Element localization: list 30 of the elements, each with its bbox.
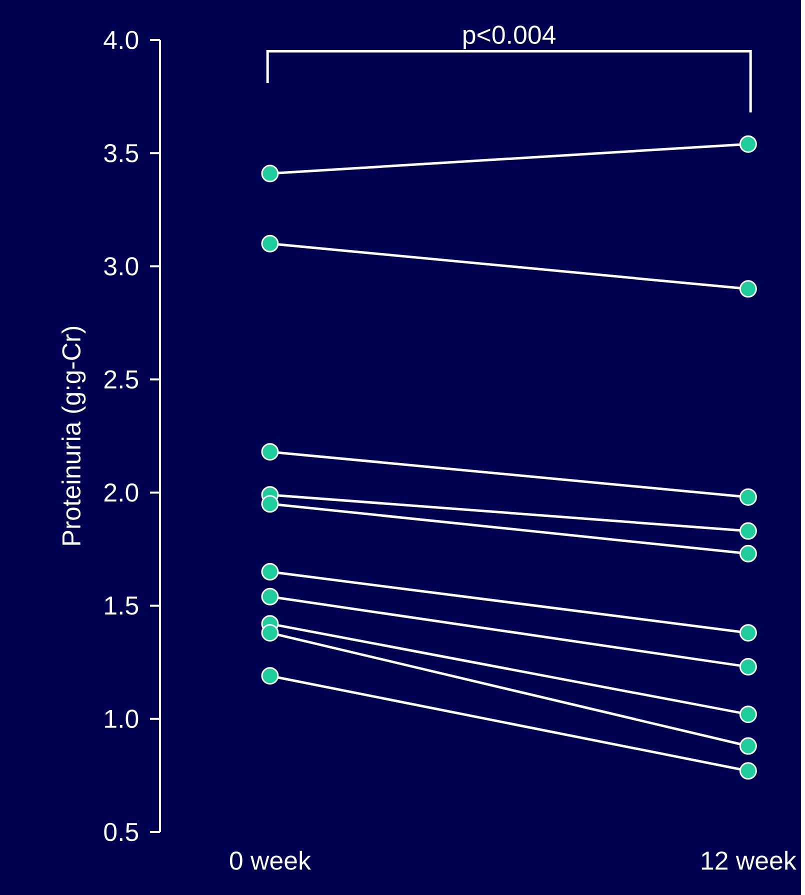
y-tick-label: 2.5	[104, 370, 138, 389]
y-tick-label: 3.0	[104, 257, 138, 276]
point	[739, 522, 757, 540]
annotation: p<0.004	[464, 26, 556, 50]
point	[261, 443, 279, 461]
point	[739, 706, 757, 724]
point	[739, 658, 757, 676]
y-tick-label: 1.0	[105, 710, 138, 728]
y-tick-label: 2.0	[104, 483, 138, 502]
point	[739, 762, 757, 780]
point	[739, 488, 757, 506]
point	[261, 234, 279, 252]
x-tick-label: 12 week	[702, 850, 796, 870]
y-tick-label: 1.5	[105, 596, 138, 615]
y-axis-title: Proteinuria (g:g-Cr)	[62, 326, 86, 545]
point	[739, 280, 757, 298]
y-tick-label: 3.5	[104, 144, 138, 162]
y-tick-label: 4.0	[104, 30, 138, 50]
point	[739, 135, 757, 153]
point	[261, 164, 279, 182]
point	[261, 624, 279, 642]
x-tick-label: 0 week	[230, 850, 311, 870]
point	[261, 588, 279, 606]
point	[739, 624, 757, 642]
point	[739, 737, 757, 755]
y-tick-label: 0.5	[104, 822, 138, 842]
point	[739, 544, 757, 562]
point	[261, 667, 279, 685]
point	[261, 495, 279, 513]
point	[261, 563, 279, 581]
